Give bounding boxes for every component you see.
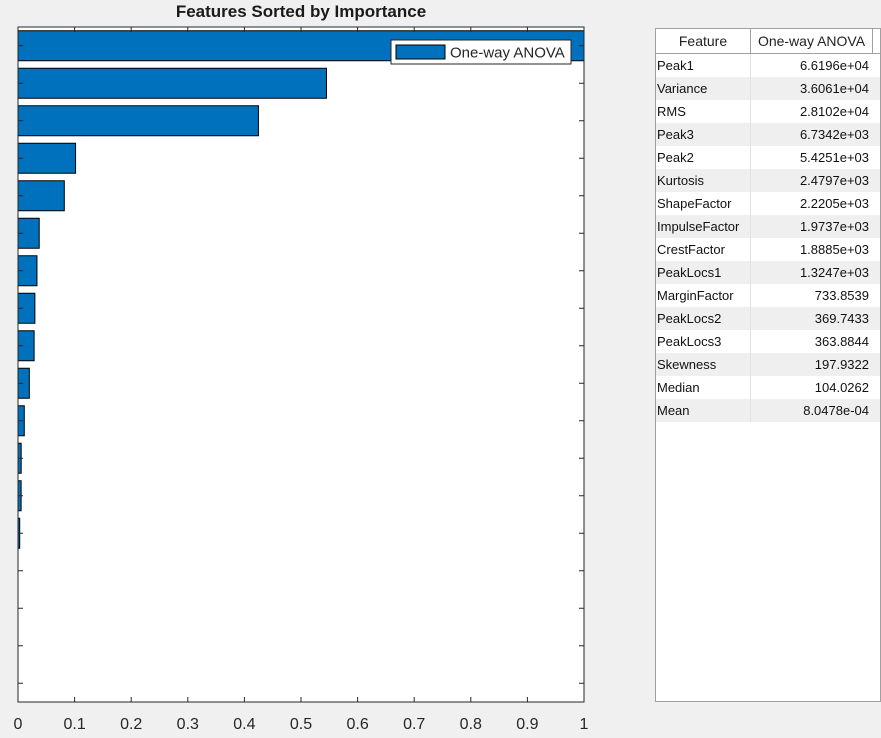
x-tick-label: 0.7 [403,716,425,733]
feature-name-cell: CrestFactor [656,238,751,261]
table-row[interactable]: ImpulseFactor 1.9737e+03 [656,215,880,238]
x-tick-label: 0.9 [516,716,538,733]
table-row[interactable]: Kurtosis 2.4797e+03 [656,169,880,192]
anova-score-cell: 104.0262 [814,380,869,395]
table-row[interactable]: Mean 8.0478e-04 [656,399,880,422]
feature-name-cell: MarginFactor [656,284,751,307]
anova-score-cell: 363.8844 [814,334,869,349]
feature-name-cell: Median [656,376,751,399]
table-row[interactable]: MarginFactor 733.8539 [656,284,880,307]
anova-score-cell: 369.7433 [814,311,869,326]
feature-name-cell: ImpulseFactor [656,215,751,238]
anova-score-cell: 733.8539 [814,288,869,303]
anova-score-cell: 8.0478e-04 [803,403,869,418]
anova-score-cell: 2.8102e+04 [799,104,869,119]
feature-name-cell: Variance [656,77,751,100]
table-row[interactable]: PeakLocs2 369.7433 [656,307,880,330]
feature-name-cell: Mean [656,399,751,422]
anova-score-cell: 1.8885e+03 [799,242,869,257]
x-tick-label: 0.8 [460,716,482,733]
plot-area [18,27,584,702]
feature-table[interactable]: Feature One-way ANOVA Peak1 6.6196e+04 Var… [655,28,881,702]
feature-name-cell: Kurtosis [656,169,751,192]
x-tick-label: 0.4 [233,716,255,733]
feature-name-cell: ShapeFactor [656,192,751,215]
table-row[interactable]: PeakLocs1 1.3247e+03 [656,261,880,284]
table-row[interactable]: RMS 2.8102e+04 [656,100,880,123]
anova-score-cell: 2.2205e+03 [799,196,869,211]
x-tick-label: 0.1 [63,716,85,733]
bar [17,105,259,137]
anova-score-cell: 3.6061e+04 [799,81,869,96]
anova-score-cell: 6.7342e+03 [799,127,869,142]
x-tick-label: 0.5 [290,716,312,733]
bar [17,67,327,99]
anova-score-cell: 197.9322 [814,357,869,372]
table-row[interactable]: Skewness 197.9322 [656,353,880,376]
table-row[interactable]: Variance 3.6061e+04 [656,77,880,100]
anova-score-cell: 2.4797e+03 [799,173,869,188]
table-row[interactable]: Peak2 5.4251e+03 [656,146,880,169]
header-anova[interactable]: One-way ANOVA [751,29,873,53]
feature-name-cell: Skewness [656,353,751,376]
legend-label: One-way ANOVA [450,45,565,62]
x-tick-label: 0.2 [120,716,142,733]
legend-swatch [395,44,446,60]
chart-title: Features Sorted by Importance [175,2,427,21]
x-tick-label: 0 [14,716,23,733]
table-row[interactable]: Peak1 6.6196e+04 [656,54,880,77]
table-body: Peak1 6.6196e+04 Variance 3.6061e+04 RMS 2.81… [656,54,880,422]
anova-score-cell: 1.3247e+03 [799,265,869,280]
anova-score-cell: 5.4251e+03 [799,150,869,165]
table-row[interactable]: CrestFactor 1.8885e+03 [656,238,880,261]
anova-score-cell: 1.9737e+03 [799,219,869,234]
table-row[interactable]: Median 104.0262 [656,376,880,399]
table-row[interactable]: PeakLocs3 363.8844 [656,330,880,353]
x-tick-label: 1 [580,716,589,733]
bar [17,142,77,174]
feature-name-cell: PeakLocs3 [656,330,751,353]
anova-score-cell: 6.6196e+04 [799,58,869,73]
bar [17,180,65,212]
feature-name-cell: PeakLocs2 [656,307,751,330]
feature-name-cell: Peak2 [656,146,751,169]
table-row[interactable]: Peak3 6.7342e+03 [656,123,880,146]
x-tick-label: 0.3 [177,716,199,733]
x-tick-label: 0.6 [346,716,368,733]
table-row[interactable]: ShapeFactor 2.2205e+03 [656,192,880,215]
header-feature[interactable]: Feature [656,29,751,53]
feature-name-cell: Peak1 [656,54,751,77]
feature-name-cell: PeakLocs1 [656,261,751,284]
feature-name-cell: RMS [656,100,751,123]
table-header-row: Feature One-way ANOVA [656,29,880,54]
feature-name-cell: Peak3 [656,123,751,146]
